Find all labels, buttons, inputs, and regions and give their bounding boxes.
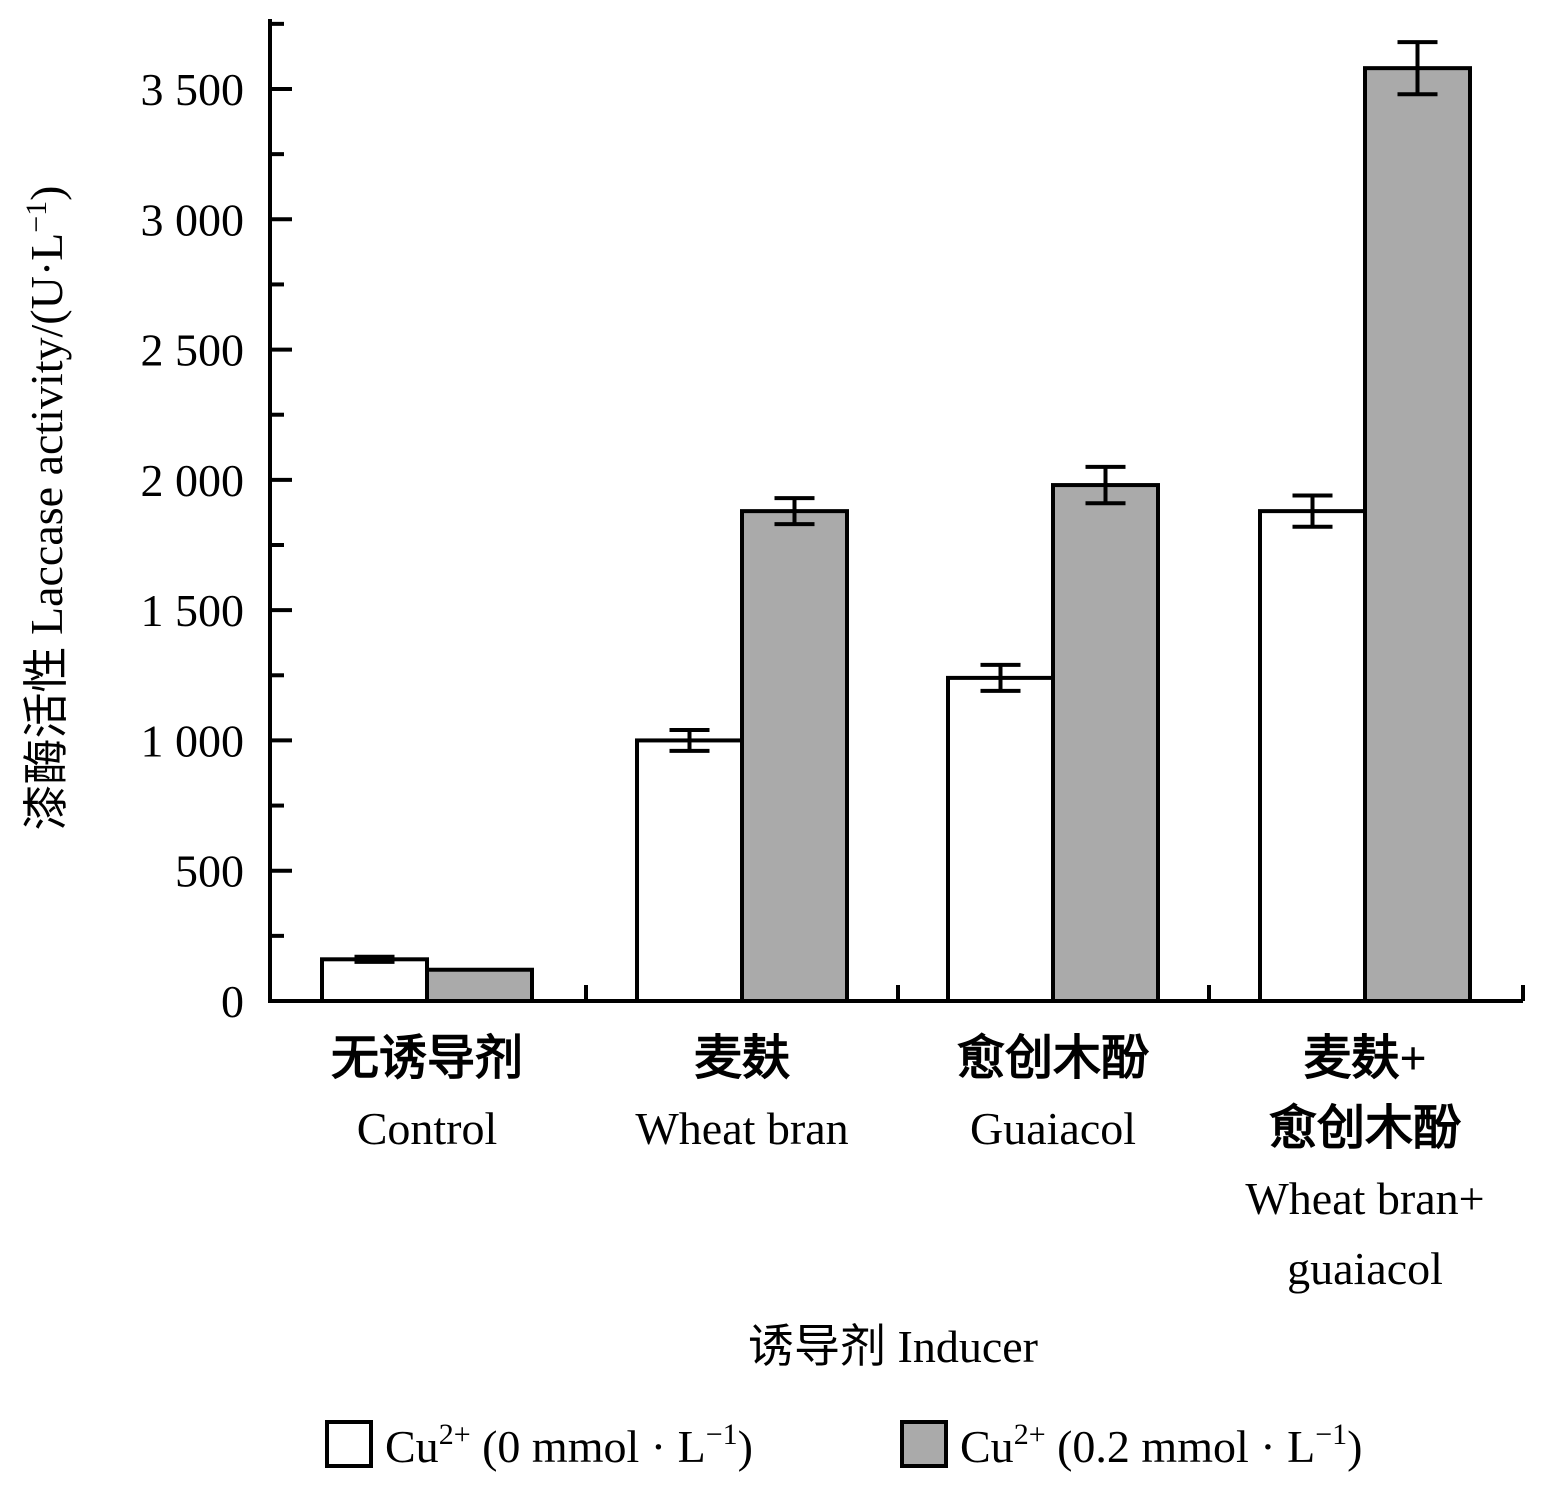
legend-swatch-2 — [900, 1420, 948, 1468]
error-bar-series2-cat3 — [1085, 464, 1126, 506]
legend-label-1: Cu2+ (0 mmol · L−1) — [385, 1418, 753, 1472]
y-tick-label: 2 000 — [141, 455, 245, 506]
error-bar-series1-cat4 — [1292, 493, 1333, 529]
category-label-en-3: Guaiacol — [970, 1103, 1136, 1154]
category-label-en-2: Wheat bran — [635, 1103, 848, 1154]
category-label-en-1: Control — [357, 1103, 498, 1154]
bar-series1-cat4 — [1258, 509, 1367, 1003]
category-label-cn-2: 麦麸 — [694, 1032, 790, 1085]
legend: Cu2+ (0 mmol · L−1) Cu2+ (0.2 mmol · L−1) — [325, 1418, 1362, 1472]
y-tick-label: 0 — [221, 976, 244, 1027]
error-bar-series2-cat4 — [1397, 40, 1438, 97]
error-bar-series1-cat1 — [354, 954, 395, 964]
bar-series2-cat4 — [1363, 66, 1472, 1003]
category-label-en-4: guaiacol — [1287, 1243, 1443, 1294]
error-bar-series2-cat2 — [774, 496, 815, 527]
bar-series2-cat3 — [1051, 483, 1160, 1004]
category-label-en-4: Wheat bran+ — [1245, 1173, 1484, 1224]
y-axis-title: 漆酶活性 Laccase activity/(U·L−1) — [20, 185, 72, 830]
bars-layer — [320, 66, 1472, 1004]
category-label-cn-4: 麦麸+ — [1303, 1032, 1426, 1085]
y-tick-label: 3 000 — [141, 194, 245, 245]
y-tick-labels: 0 500 1 000 1 500 2 000 2 500 3 000 3 500 — [141, 64, 245, 1027]
bar-series1-cat2 — [635, 738, 744, 1004]
category-label-cn-1: 无诱导剂 — [331, 1032, 523, 1085]
y-tick-label: 1 500 — [141, 585, 245, 636]
error-bar-series1-cat3 — [980, 662, 1021, 693]
bar-series2-cat2 — [740, 509, 849, 1003]
category-label-cn-3: 愈创木酚 — [957, 1032, 1150, 1085]
y-tick-label: 2 500 — [141, 325, 245, 376]
x-axis-title: 诱导剂 Inducer — [748, 1321, 1038, 1372]
legend-swatch-1 — [325, 1420, 373, 1468]
error-bar-series1-cat2 — [669, 728, 710, 753]
y-tick-label: 1 000 — [141, 715, 245, 766]
error-bars-layer — [354, 40, 1438, 964]
category-label-cn-4: 愈创木酚 — [1269, 1102, 1462, 1155]
bar-series1-cat3 — [946, 675, 1055, 1003]
axes-layer — [268, 19, 1525, 1003]
y-tick-label: 3 500 — [141, 64, 245, 115]
y-tick-label: 500 — [175, 846, 244, 897]
legend-label-2: Cu2+ (0.2 mmol · L−1) — [960, 1418, 1362, 1472]
category-labels: 无诱导剂 Control 麦麸 Wheat bran 愈创木酚 Guaiacol 麦麸+ 愈创… — [331, 1032, 1485, 1294]
bar-series2-cat1 — [425, 967, 534, 1004]
bar-series1-cat1 — [320, 957, 429, 1004]
